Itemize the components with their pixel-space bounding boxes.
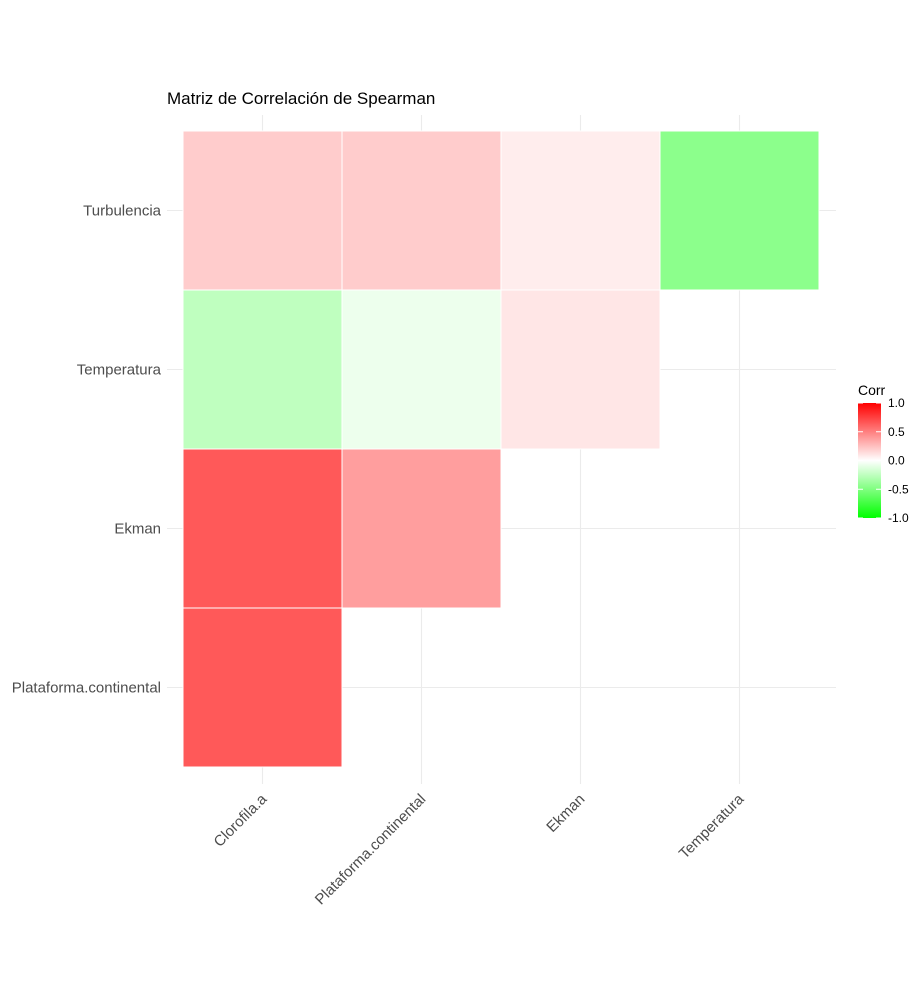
legend: Corr 1.0 0.5 0.0 -0.5 -1.0	[858, 382, 909, 525]
heatmap-cell	[341, 130, 502, 291]
legend-tick-label: 1.0	[888, 396, 905, 410]
legend-tick-label: -1.0	[888, 511, 909, 525]
heatmap-cell	[182, 607, 343, 768]
y-tick-label: Plataforma.continental	[12, 680, 161, 697]
heatmap-cell	[341, 289, 502, 450]
y-tick-label: Ekman	[114, 521, 161, 538]
heatmap-cell	[182, 130, 343, 291]
y-tick-label: Temperatura	[77, 362, 162, 379]
heatmap-cell	[500, 130, 661, 291]
heatmap-cell	[341, 448, 502, 609]
heatmap-cell	[500, 289, 661, 450]
chart-title: Matriz de Correlación de Spearman	[167, 89, 435, 108]
heatmap-cell	[182, 289, 343, 450]
legend-tick-label: 0.5	[888, 425, 905, 439]
legend-tick-label: 0.0	[888, 454, 905, 468]
y-tick-label: Turbulencia	[83, 203, 161, 220]
legend-title: Corr	[858, 382, 886, 398]
legend-tick-label: -0.5	[888, 482, 909, 496]
legend-colorbar	[858, 403, 881, 518]
heatmap-cell	[659, 130, 820, 291]
y-axis-tick-labels: Plataforma.continental Ekman Temperatura Tu…	[12, 203, 162, 697]
heatmap-cells	[182, 130, 820, 768]
heatmap-cell	[182, 448, 343, 609]
